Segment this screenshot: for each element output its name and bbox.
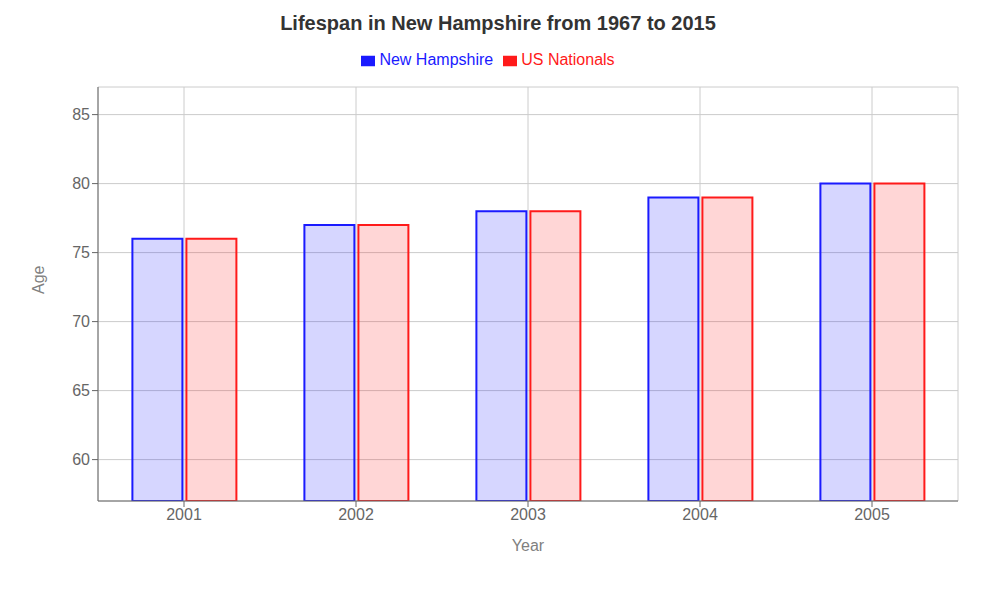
svg-text:80: 80 (72, 175, 90, 192)
svg-text:2005: 2005 (854, 506, 890, 523)
svg-text:75: 75 (72, 244, 90, 261)
svg-text:Age: Age (30, 265, 47, 294)
svg-text:Year: Year (512, 537, 545, 554)
svg-text:2003: 2003 (510, 506, 546, 523)
svg-text:65: 65 (72, 382, 90, 399)
html-text:US Nationals: US Nationals (521, 51, 615, 68)
svg-text:70: 70 (72, 313, 90, 330)
svg-text:2001: 2001 (166, 506, 202, 523)
svg-text:60: 60 (72, 451, 90, 468)
html-text:Lifespan in New Hampshire from: Lifespan in New Hampshire from 1967 to 2… (280, 12, 716, 34)
svg-text:85: 85 (72, 106, 90, 123)
svg-text:2002: 2002 (338, 506, 374, 523)
svg-text:2004: 2004 (682, 506, 718, 523)
html-text:New Hampshire: New Hampshire (379, 51, 494, 68)
